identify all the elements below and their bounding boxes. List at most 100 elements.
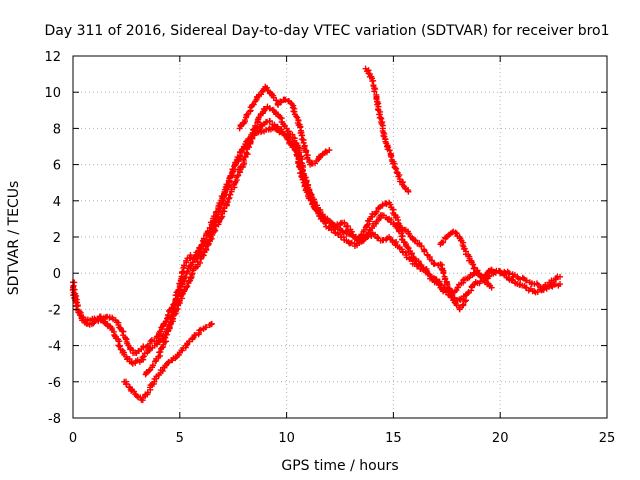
x-tick-label: 25 [599, 431, 616, 446]
data-point-interp [228, 173, 235, 180]
data-point-interp [395, 219, 402, 226]
x-axis-title: GPS time / hours [281, 458, 398, 474]
data-point [91, 319, 98, 326]
data-point [437, 281, 444, 288]
data-point-interp [139, 354, 146, 361]
data-point-interp [224, 199, 231, 206]
data-point-interp [506, 270, 513, 277]
data-point-interp [293, 113, 300, 120]
grid-lines [73, 56, 607, 418]
data-point-interp [461, 245, 468, 252]
data-point-interp [71, 279, 78, 286]
data-point-interp [171, 300, 178, 307]
data-point-interp [285, 136, 292, 143]
data-point-interp [456, 305, 463, 312]
data-point-interp [80, 316, 87, 323]
data-point-interp [471, 264, 478, 271]
data-point-interp [431, 260, 438, 267]
data-point-interp [116, 342, 123, 349]
data-point-interp [249, 130, 256, 137]
data-point [557, 281, 564, 288]
data-point-interp [421, 247, 428, 254]
data-point-interp [363, 222, 370, 229]
x-tick-label: 0 [69, 431, 77, 446]
data-point-interp [192, 332, 199, 339]
data-point-interp [184, 283, 191, 290]
data-series [69, 65, 564, 404]
data-point-interp [322, 148, 329, 155]
data-point-interp [232, 161, 239, 168]
data-point-interp [297, 124, 304, 131]
data-point-interp [460, 301, 467, 308]
data-point-interp [386, 147, 393, 154]
y-tick-label: 8 [53, 122, 61, 137]
data-point [557, 273, 564, 280]
data-point-interp [371, 88, 378, 95]
data-point-interp [404, 244, 411, 251]
data-point-interp [168, 313, 175, 320]
data-point-interp [234, 173, 241, 180]
data-point-interp [440, 270, 447, 277]
data-point [405, 188, 412, 195]
y-axis-title: SDTVAR / TECUs [6, 181, 22, 296]
data-point [531, 288, 538, 295]
y-tick-label: 6 [53, 159, 61, 174]
x-tick-label: 15 [385, 431, 402, 446]
data-point-interp [406, 230, 413, 237]
x-tick-label: 20 [492, 431, 509, 446]
series-track-2 [70, 117, 564, 367]
data-point-interp [194, 255, 201, 262]
data-point-interp [341, 220, 348, 227]
data-point [463, 297, 470, 304]
data-point-interp [418, 243, 425, 250]
data-point-interp [373, 208, 380, 215]
data-point-interp [433, 277, 440, 284]
data-point-interp [355, 235, 362, 242]
data-point-interp [230, 166, 237, 173]
data-point-interp [204, 238, 211, 245]
data-point-interp [285, 128, 292, 135]
y-tick-label: 2 [53, 231, 61, 246]
data-point-interp [163, 338, 170, 345]
series-track-6 [362, 65, 412, 195]
data-point-interp [466, 274, 473, 281]
series-track-4 [142, 103, 470, 378]
data-point-interp [163, 331, 170, 338]
data-point-interp [348, 228, 355, 235]
y-tick-label: -6 [48, 376, 61, 391]
y-tick-label: -4 [48, 340, 61, 355]
data-point-interp [408, 250, 415, 257]
data-point-interp [412, 257, 419, 264]
data-point-interp [208, 230, 215, 237]
data-point-interp [440, 239, 447, 246]
data-point [189, 335, 196, 342]
data-point-interp [415, 258, 422, 265]
chart-title: Day 311 of 2016, Sidereal Day-to-day VTE… [44, 23, 609, 39]
data-point-interp [470, 265, 477, 272]
series-track-3 [121, 320, 215, 404]
data-point-interp [264, 84, 271, 91]
x-tick-label: 10 [278, 431, 295, 446]
data-point [219, 197, 226, 204]
data-point-interp [477, 273, 484, 280]
data-point-interp [242, 143, 249, 150]
data-point-interp [203, 245, 210, 252]
data-point-interp [301, 174, 308, 181]
data-point-interp [444, 281, 451, 288]
y-tick-label: 0 [53, 267, 61, 282]
data-point-interp [123, 380, 130, 387]
data-point-interp [157, 348, 164, 355]
series-track-7 [437, 228, 495, 291]
data-point [208, 320, 215, 327]
data-point [326, 147, 333, 154]
data-point-interp [394, 214, 401, 221]
data-point-interp [215, 209, 222, 216]
data-point-interp [462, 298, 469, 305]
data-point-interp [162, 318, 169, 325]
data-point-interp [187, 262, 194, 269]
y-tick-label: -2 [48, 303, 61, 318]
data-point-interp [277, 98, 284, 105]
x-axis-tick-labels: 0 5 10 15 20 25 [69, 431, 615, 446]
data-point-interp [243, 149, 250, 156]
